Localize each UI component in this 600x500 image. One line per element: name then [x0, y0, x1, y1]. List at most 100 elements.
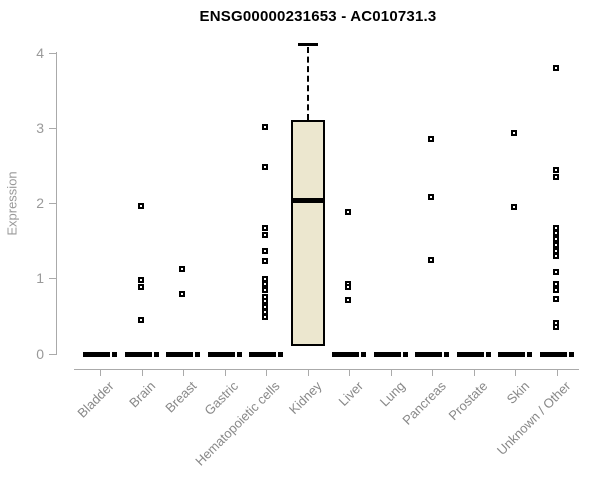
- y-tick-mark: [49, 278, 56, 280]
- y-tick-mark: [49, 53, 56, 54]
- category-label: Bladder: [74, 378, 117, 421]
- outlier-point: [552, 173, 559, 180]
- x-tick-mark: [183, 369, 184, 376]
- outlier-point: [552, 225, 559, 232]
- zero-boxplot-bar: [415, 352, 442, 357]
- category-label: Brain: [126, 378, 159, 411]
- outlier-point: [511, 204, 517, 210]
- zero-boxplot-bar: [124, 352, 152, 357]
- outlier-point: [345, 283, 351, 290]
- zero-boxplot-cap: [153, 352, 159, 357]
- zero-boxplot-cap: [444, 352, 449, 357]
- x-tick-mark: [473, 369, 475, 376]
- y-tick-mark: [49, 128, 56, 130]
- outlier-point: [262, 286, 268, 293]
- upper-whisker-cap: [297, 43, 318, 47]
- category-label: Skin: [503, 378, 532, 407]
- zero-boxplot-bar: [83, 352, 110, 357]
- category-label: Gastric: [201, 378, 242, 419]
- outlier-point: [552, 252, 559, 259]
- outlier-point: [552, 269, 559, 276]
- category-label: Pancreas: [399, 378, 449, 428]
- x-tick-mark: [224, 369, 226, 376]
- zero-boxplot-bar: [498, 352, 525, 357]
- y-tick-label: 2: [36, 195, 44, 212]
- outlier-point: [552, 65, 559, 72]
- boxplot-median: [290, 198, 325, 204]
- zero-boxplot-bar: [207, 352, 235, 357]
- outlier-point: [137, 317, 144, 324]
- zero-boxplot-cap: [527, 352, 532, 357]
- outlier-point: [262, 281, 268, 288]
- zero-boxplot-cap: [195, 352, 200, 357]
- category-label: Unknown / Other: [493, 378, 574, 458]
- y-axis-line: [56, 52, 57, 355]
- outlier-point: [262, 314, 268, 321]
- outlier-point: [345, 209, 351, 216]
- zero-boxplot-bar: [249, 352, 276, 357]
- category-label: Hematopoietic cells: [192, 378, 283, 469]
- outlier-point: [137, 276, 144, 283]
- x-tick-mark: [390, 369, 392, 376]
- zero-boxplot-bar: [166, 352, 193, 357]
- outlier-point: [345, 297, 351, 304]
- zero-boxplot-cap: [278, 352, 283, 357]
- outlier-point: [262, 248, 268, 255]
- outlier-point: [552, 241, 559, 248]
- zero-boxplot-cap: [485, 352, 491, 357]
- outlier-point: [262, 258, 268, 265]
- outlier-point: [552, 230, 559, 237]
- outlier-point: [428, 194, 434, 201]
- x-tick-mark: [515, 369, 516, 376]
- outlier-point: [552, 236, 559, 243]
- category-label: Breast: [162, 378, 200, 416]
- outlier-point: [262, 164, 268, 171]
- y-tick-mark: [49, 203, 56, 205]
- outlier-point: [552, 167, 559, 174]
- x-tick-mark: [141, 369, 143, 376]
- y-tick-label: 1: [36, 270, 44, 287]
- x-tick-mark: [100, 369, 101, 376]
- category-label: Kidney: [285, 378, 325, 418]
- zero-boxplot-cap: [402, 352, 408, 357]
- x-tick-mark: [349, 369, 350, 376]
- outlier-point: [552, 286, 559, 293]
- outlier-point: [511, 129, 517, 136]
- zero-boxplot-bar: [332, 352, 359, 357]
- zero-boxplot-bar: [373, 352, 401, 357]
- outlier-point: [552, 247, 559, 254]
- outlier-point: [179, 266, 185, 273]
- category-label: Prostate: [445, 378, 491, 424]
- outlier-point: [179, 291, 185, 298]
- outlier-point: [552, 324, 559, 331]
- outlier-point: [262, 309, 268, 316]
- zero-boxplot-bar: [539, 352, 567, 357]
- outlier-point: [428, 136, 434, 143]
- y-tick-mark: [49, 353, 56, 355]
- outlier-point: [262, 123, 268, 130]
- outlier-point: [552, 295, 559, 302]
- y-tick-label: 3: [36, 120, 44, 137]
- outlier-point: [137, 283, 144, 290]
- x-axis-line: [74, 369, 579, 370]
- outlier-point: [428, 257, 434, 264]
- category-label: Liver: [335, 378, 366, 409]
- zero-boxplot-bar: [456, 352, 484, 357]
- upper-whisker: [306, 47, 309, 120]
- y-tick-label: 4: [36, 45, 44, 61]
- x-tick-mark: [307, 369, 309, 376]
- x-tick-mark: [432, 369, 433, 376]
- outlier-point: [137, 203, 144, 210]
- outlier-point: [262, 276, 268, 283]
- x-tick-mark: [266, 369, 267, 376]
- y-tick-label: 0: [36, 345, 44, 362]
- category-label: Lung: [376, 378, 408, 410]
- x-tick-mark: [556, 369, 558, 376]
- outlier-point: [262, 297, 268, 304]
- outlier-point: [552, 280, 559, 287]
- zero-boxplot-cap: [361, 352, 366, 357]
- outlier-point: [262, 225, 268, 232]
- boxplot-box: [290, 119, 325, 346]
- chart-title: ENSG00000231653 - AC010731.3: [199, 8, 437, 25]
